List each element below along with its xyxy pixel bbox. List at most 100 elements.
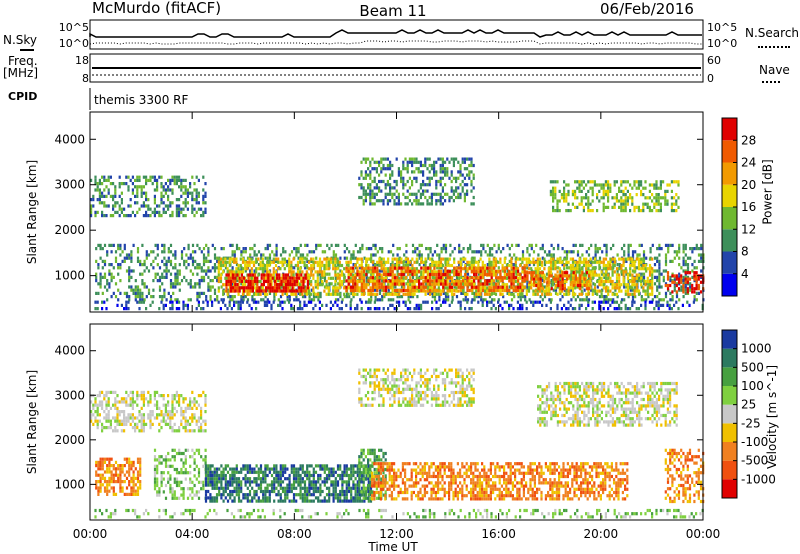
heat-cell <box>656 256 659 260</box>
heat-cell <box>98 178 101 182</box>
heat-cell <box>376 279 379 283</box>
heat-cell <box>328 272 331 276</box>
heat-cell <box>574 283 577 287</box>
heat-cell <box>569 267 572 271</box>
heat-cell <box>469 247 472 251</box>
heat-cell <box>378 163 381 168</box>
heat-cell <box>356 260 359 264</box>
heat-cell <box>229 286 232 290</box>
heat-cell <box>435 192 438 196</box>
heat-cell <box>98 188 101 192</box>
heat-cell <box>318 257 322 261</box>
heat-cell <box>552 263 555 268</box>
heat-cell <box>658 272 661 276</box>
heat-cell <box>356 269 359 273</box>
heat-cell <box>435 179 438 184</box>
heat-cell <box>307 289 311 293</box>
heat-cell <box>106 298 109 302</box>
heat-cell <box>147 198 150 202</box>
heat-cell <box>200 250 203 254</box>
heat-cell <box>375 192 378 196</box>
heat-cell <box>367 292 370 296</box>
heat-cell <box>612 263 615 267</box>
heat-cell <box>563 283 566 288</box>
heat-cell <box>263 263 267 268</box>
heat-cell <box>466 189 469 193</box>
heat-cell <box>134 288 137 292</box>
heat-cell <box>626 257 630 261</box>
heat-cell <box>312 257 315 261</box>
heat-cell <box>587 267 590 271</box>
heat-cell <box>147 214 150 218</box>
heat-cell <box>216 266 219 270</box>
heat-cell <box>464 282 467 286</box>
heat-cell <box>611 267 614 271</box>
heat-cell <box>613 205 616 209</box>
heat-cell <box>624 205 627 209</box>
heat-cell <box>566 277 569 281</box>
heat-cell <box>278 286 281 290</box>
heat-cell <box>287 279 290 283</box>
heat-cell <box>314 283 317 287</box>
heat-cell <box>338 273 341 277</box>
heat-cell <box>506 285 509 289</box>
heat-cell <box>589 270 592 274</box>
heat-cell <box>380 199 383 203</box>
heat-cell <box>479 292 482 296</box>
heat-cell <box>450 270 454 274</box>
heat-cell <box>651 257 654 261</box>
heat-cell <box>329 257 333 261</box>
heat-cell <box>318 263 322 268</box>
heat-cell <box>524 277 527 281</box>
heat-cell <box>539 280 542 284</box>
heat-cell <box>475 289 478 293</box>
heat-cell <box>202 188 205 192</box>
heat-cell <box>398 292 401 296</box>
heat-cell <box>334 257 337 261</box>
heat-cell <box>409 267 412 271</box>
heat-cell <box>458 243 461 247</box>
heat-cell <box>209 259 212 263</box>
heat-cell <box>127 175 130 179</box>
heat-cell <box>198 247 201 251</box>
heat-cell <box>343 243 346 247</box>
heat-cell <box>444 250 448 254</box>
heat-cell <box>629 183 632 187</box>
heat-cell <box>567 289 570 293</box>
heat-cell <box>459 170 462 174</box>
heat-cell <box>470 285 473 289</box>
heat-cell <box>147 207 150 211</box>
heat-cell <box>374 298 377 302</box>
heat-cell <box>184 201 187 205</box>
heat-cell <box>697 291 701 295</box>
heat-cell <box>691 275 694 279</box>
heat-cell <box>228 303 231 307</box>
heat-cell <box>446 167 449 171</box>
heat-cell <box>129 178 132 182</box>
heat-cell <box>278 283 281 287</box>
heat-cell <box>229 289 232 293</box>
heat-cell <box>216 295 219 299</box>
heat-cell <box>537 287 540 291</box>
heat-cell <box>352 288 355 293</box>
heat-cell <box>444 160 447 164</box>
heat-cell <box>264 295 267 299</box>
heat-cell <box>312 273 315 277</box>
heat-cell <box>259 263 262 268</box>
heat-cell <box>294 263 297 268</box>
heat-cell <box>499 285 502 289</box>
heat-cell <box>364 189 367 193</box>
heat-cell <box>433 192 436 196</box>
heat-cell <box>620 180 623 184</box>
heat-cell <box>580 279 583 284</box>
heat-cell <box>153 207 156 211</box>
heat-cell <box>140 300 143 304</box>
heat-cell <box>506 291 509 295</box>
heat-cell <box>259 292 262 296</box>
heat-cell <box>110 295 113 299</box>
heat-cell <box>452 192 455 196</box>
heat-cell <box>345 260 348 264</box>
heat-cell <box>117 266 120 270</box>
heat-cell <box>510 270 513 274</box>
heat-cell <box>161 295 164 299</box>
